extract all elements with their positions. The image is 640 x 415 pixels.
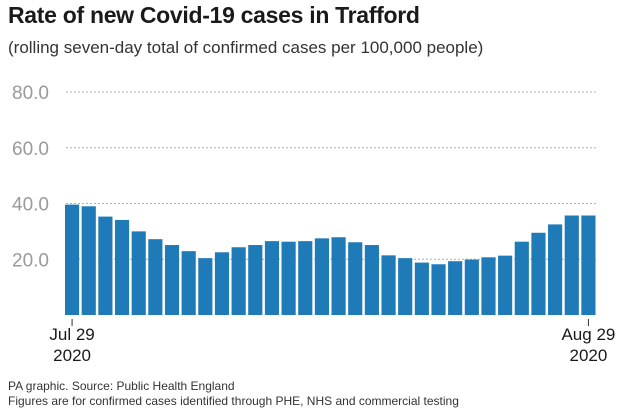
bar	[431, 264, 446, 315]
x-tick-year-label: 2020	[53, 346, 91, 365]
y-tick-label: 40.0	[12, 195, 49, 216]
x-tick-label: Jul 29	[49, 325, 94, 344]
source-note: PA graphic. Source: Public Health Englan…	[8, 379, 235, 393]
bar	[314, 238, 329, 315]
bar	[398, 258, 413, 315]
bar	[481, 257, 496, 315]
bar	[114, 219, 130, 315]
chart-title: Rate of new Covid-19 cases in Trafford	[8, 2, 420, 28]
x-tick-label: Aug 29	[561, 325, 615, 344]
bar	[264, 241, 280, 315]
bar	[198, 258, 213, 315]
bar	[414, 262, 429, 315]
bar	[331, 237, 346, 315]
bar	[464, 259, 479, 315]
bar	[381, 255, 396, 315]
bar	[164, 245, 180, 315]
bar	[348, 242, 363, 315]
bar	[448, 261, 463, 315]
bar	[364, 245, 379, 315]
bar	[514, 241, 529, 315]
chart-subtitle: (rolling seven-day total of confirmed ca…	[8, 38, 484, 57]
bar	[131, 231, 146, 316]
bar	[181, 251, 196, 315]
bar	[298, 241, 313, 315]
bar	[564, 215, 579, 315]
bar	[98, 216, 113, 315]
bar	[148, 239, 163, 315]
y-tick-label: 20.0	[12, 250, 49, 271]
bar	[248, 245, 263, 315]
bar	[65, 204, 80, 315]
bar	[548, 224, 563, 315]
methodology-note: Figures are for confirmed cases identifi…	[8, 394, 459, 408]
bar	[281, 241, 296, 315]
bar	[231, 247, 246, 315]
y-tick-label: 60.0	[12, 139, 49, 160]
x-tick-year-label: 2020	[570, 346, 608, 365]
bar	[498, 255, 513, 315]
bar	[81, 206, 96, 315]
bar	[214, 252, 230, 315]
y-tick-label: 80.0	[12, 83, 49, 104]
bar	[531, 232, 546, 315]
bar	[581, 215, 596, 315]
